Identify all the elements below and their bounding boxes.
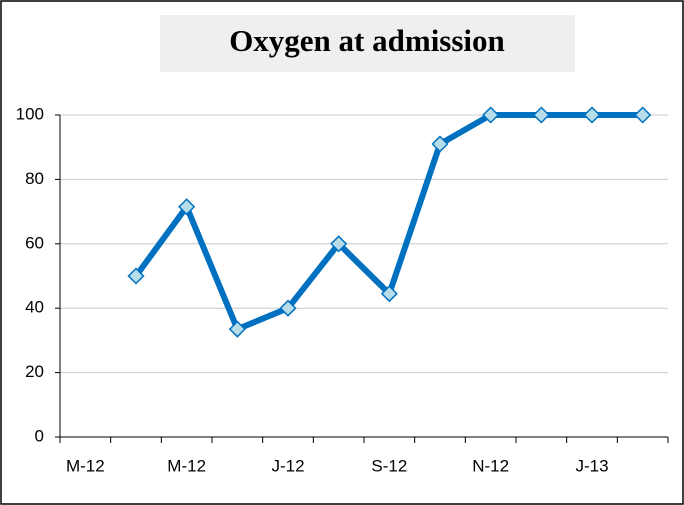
- marker: [279, 299, 297, 317]
- y-tick-label: 60: [25, 233, 44, 252]
- marker: [532, 106, 550, 124]
- y-tick-label: 20: [25, 362, 44, 381]
- chart-title: Oxygen at admission: [229, 23, 505, 58]
- x-tick-label: M-12: [66, 456, 105, 475]
- marker: [330, 235, 348, 253]
- y-tick-label: 80: [25, 169, 44, 188]
- y-tick-label: 0: [35, 426, 44, 445]
- marker: [431, 135, 449, 153]
- y-tick-label: 40: [25, 298, 44, 317]
- x-tick-label: S-12: [371, 456, 407, 475]
- x-tick-label: J-12: [271, 456, 304, 475]
- marker: [228, 320, 246, 338]
- y-tick-label: 100: [16, 104, 44, 123]
- title-box: [160, 15, 575, 72]
- marker: [178, 198, 196, 216]
- marker: [127, 267, 145, 285]
- x-tick-label: J-13: [575, 456, 608, 475]
- x-tick-label: M-12: [167, 456, 206, 475]
- marker: [634, 106, 652, 124]
- marker: [583, 106, 601, 124]
- marker: [482, 106, 500, 124]
- marker: [380, 285, 398, 303]
- x-tick-label: N-12: [472, 456, 509, 475]
